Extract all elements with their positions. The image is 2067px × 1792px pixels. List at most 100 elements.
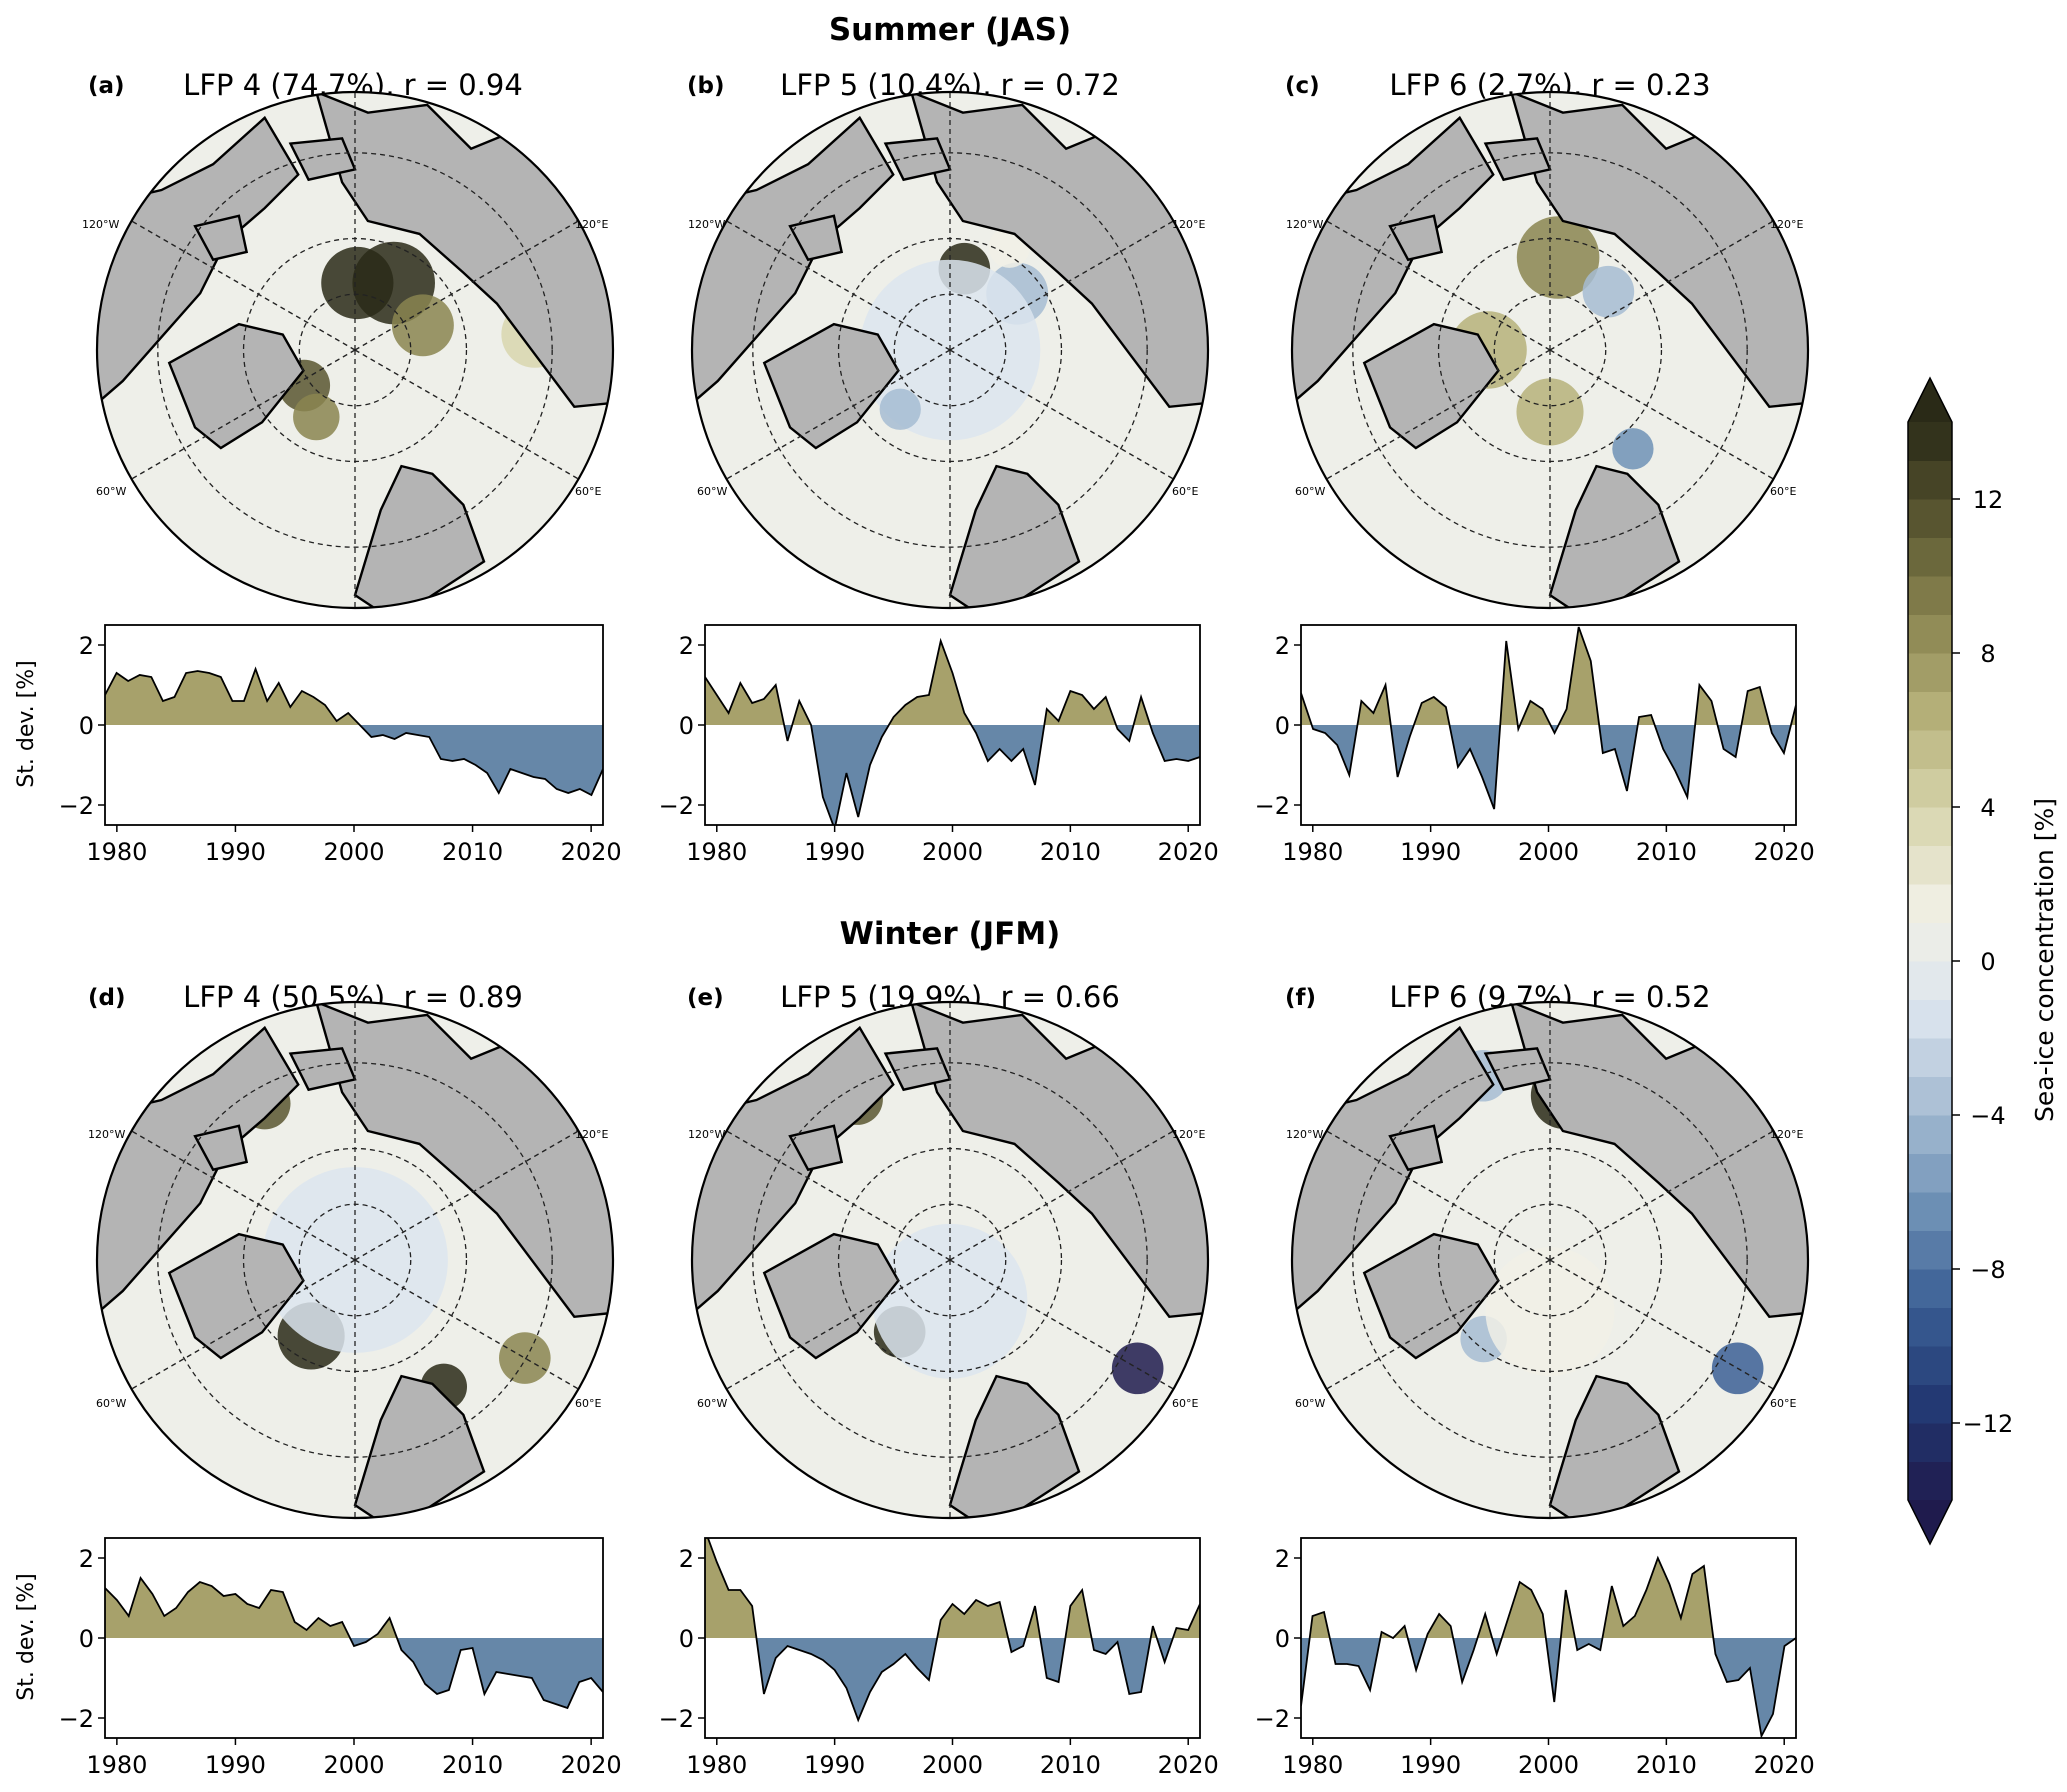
- map-content: [1292, 1002, 1808, 1518]
- meridian-line: [131, 1259, 356, 1390]
- map-panel-a: [95, 90, 615, 610]
- ytick-label: 0: [1275, 1625, 1290, 1653]
- panel-letter-b: (b): [687, 73, 725, 99]
- lon-label-60e: 60°E: [575, 485, 601, 498]
- land-polygon: [97, 115, 300, 418]
- ytick-label: 0: [79, 1625, 94, 1653]
- xtick-label: 2020: [561, 838, 622, 866]
- timeseries-panel-f: −2 0 2 1980 1990 2000 2010 2020: [1255, 1537, 1815, 1779]
- colorbar-band: [1908, 653, 1952, 692]
- ytick-label: 2: [1275, 632, 1290, 660]
- row-title-summer: Summer (JAS): [829, 12, 1071, 48]
- latitude-circle: [752, 152, 1148, 548]
- lon-label-120e: 120°E: [1770, 218, 1803, 231]
- ytick-label: 2: [79, 1545, 94, 1573]
- meridian-line: [1549, 1259, 1774, 1390]
- ytick-label: 2: [1275, 1545, 1290, 1573]
- panel-letter-c: (c): [1285, 73, 1320, 99]
- colorbar-outline: [1907, 376, 1953, 1546]
- land-polygon: [167, 322, 305, 450]
- lon-label-60e: 60°E: [1770, 1397, 1796, 1410]
- plot-area: [705, 1538, 1200, 1723]
- negative-area: [705, 1638, 1200, 1720]
- colorbar-tick-label: −12: [1963, 1410, 2014, 1438]
- map-labels-a: 120°W 120°E 60°W 60°E: [82, 218, 608, 498]
- land-polygon: [692, 1025, 895, 1328]
- xtick-label: 2000: [323, 838, 384, 866]
- lon-label-120w: 120°W: [88, 1128, 125, 1141]
- positive-area: [705, 1538, 1200, 1638]
- map-content: [692, 1002, 1208, 1518]
- ytick-label: 2: [679, 1545, 694, 1573]
- lon-label-120e: 120°E: [1172, 1128, 1205, 1141]
- colorbar-tick-label: −4: [1970, 1102, 2005, 1130]
- land-polygon: [1509, 1002, 1808, 1319]
- land-polygon: [167, 1232, 305, 1360]
- anomaly-blob: [1516, 378, 1584, 446]
- xtick-label: 1980: [86, 1751, 147, 1779]
- map-content: [97, 92, 613, 608]
- land-polygon: [193, 214, 249, 262]
- colorbar-band: [1908, 999, 1952, 1039]
- lon-label-120w: 120°W: [688, 218, 725, 231]
- lon-label-60e: 60°E: [1172, 1397, 1198, 1410]
- colorbar-band: [1908, 1230, 1952, 1270]
- ytick-label: −2: [659, 792, 694, 820]
- series-line: [105, 1576, 603, 1710]
- xtick-label: 1990: [804, 1751, 865, 1779]
- map-content: [1292, 92, 1808, 608]
- ytick-label: −2: [59, 1705, 94, 1733]
- latitude-circle: [157, 152, 553, 548]
- xtick-label: 2010: [442, 838, 503, 866]
- meridian-line: [949, 1259, 1174, 1390]
- anomaly-blob: [499, 1332, 551, 1384]
- map-content: [97, 1002, 613, 1518]
- negative-area: [705, 725, 1200, 825]
- xtick-label: 1990: [205, 1751, 266, 1779]
- meridian-line: [1326, 1259, 1551, 1390]
- positive-area: [1301, 1558, 1796, 1638]
- colorbar-band: [1908, 961, 1952, 1000]
- timeseries-panel-d: −2 0 2 1980 1990 2000 2010 2020: [59, 1537, 622, 1779]
- anomaly-blob: [872, 1223, 1028, 1379]
- lon-label-60w: 60°W: [96, 485, 126, 498]
- land-polygon: [353, 1374, 486, 1518]
- timeseries-panel-b: −2 0 2 1980 1990 2000 2010 2020: [659, 624, 1219, 866]
- panel-letter-a: (a): [88, 73, 125, 99]
- colorbar-band: [1908, 614, 1952, 654]
- negative-area: [105, 1638, 603, 1708]
- map-labels-f: 120°W 120°E 60°W 60°E: [1286, 1128, 1803, 1410]
- colorbar-band: [1908, 1384, 1952, 1424]
- panel-letter-d: (d): [88, 985, 126, 1011]
- positive-area: [105, 1578, 603, 1638]
- meridian-line: [354, 1130, 579, 1261]
- map-boundary: [1290, 1000, 1810, 1520]
- lon-label-120w: 120°W: [688, 1128, 725, 1141]
- land-polygon: [1388, 1124, 1444, 1172]
- land-polygon: [909, 1002, 1208, 1319]
- meridian-line: [354, 220, 579, 351]
- map-panel-e: [690, 1000, 1210, 1520]
- lon-label-60e: 60°E: [575, 1397, 601, 1410]
- anomaly-blob: [1485, 1247, 1615, 1377]
- map-labels-c: 120°W 120°E 60°W 60°E: [1286, 218, 1803, 498]
- plot-area: [105, 1576, 603, 1710]
- xtick-label: 2020: [1754, 838, 1815, 866]
- colorbar-band: [1908, 1076, 1952, 1116]
- land-polygon: [353, 464, 486, 608]
- colorbar-band: [1908, 691, 1952, 731]
- ytick-label: 2: [679, 632, 694, 660]
- xtick-label: 2010: [1636, 1751, 1697, 1779]
- colorbar-band: [1908, 1192, 1952, 1231]
- xtick-label: 2000: [1518, 838, 1579, 866]
- plot-area: [1301, 1555, 1796, 1738]
- row-title-winter: Winter (JFM): [840, 916, 1061, 952]
- colorbar-extend-max: [1908, 378, 1952, 422]
- series-line: [1301, 626, 1796, 810]
- plot-area: [705, 637, 1200, 825]
- xtick-label: 2000: [922, 1751, 983, 1779]
- meridian-line: [1549, 349, 1774, 480]
- anomaly-blob: [879, 388, 921, 430]
- map-panel-c: [1290, 90, 1810, 610]
- map-boundary: [1290, 90, 1810, 610]
